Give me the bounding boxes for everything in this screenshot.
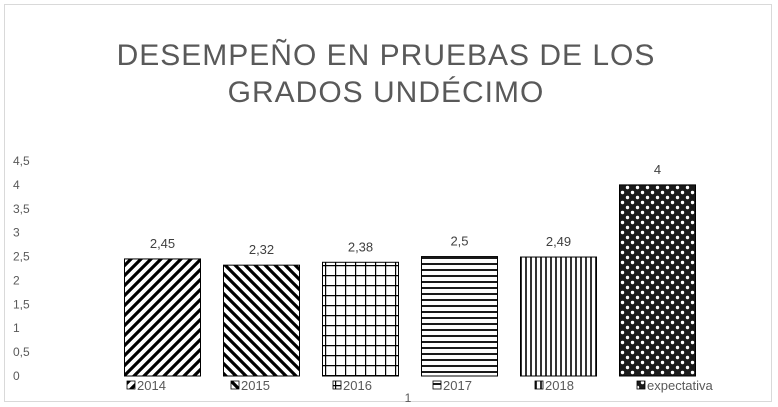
legend-swatch-2017: [433, 381, 441, 389]
legend-label-2017: 2017: [443, 378, 472, 393]
chart-svg: DESEMPEÑO EN PRUEBAS DE LOS GRADOS UNDÉC…: [5, 5, 773, 403]
chart-title-line-1: DESEMPEÑO EN PRUEBAS DE LOS: [117, 38, 656, 72]
bar-2018: [521, 257, 597, 376]
legend-label-2018: 2018: [545, 378, 574, 393]
y-tick-label: 2,5: [13, 250, 30, 264]
bars-group: [125, 185, 696, 376]
y-tick-label: 0: [13, 369, 20, 383]
data-label-expectativa: 4: [654, 162, 661, 177]
y-tick-label: 3: [13, 226, 20, 240]
y-tick-label: 3,5: [13, 202, 30, 216]
y-tick-label: 1,5: [13, 297, 30, 311]
legend-label-2016: 2016: [343, 378, 372, 393]
category-label: 1: [405, 391, 412, 403]
y-tick-label: 2: [13, 273, 20, 287]
data-labels-group: 2,45 2,32 2,38 2,5 2,49 4: [150, 162, 661, 257]
legend-swatch-2016: [333, 381, 341, 389]
legend-swatch-2014: [127, 381, 135, 389]
y-tick-label: 4,5: [13, 154, 30, 168]
bar-2016: [323, 262, 399, 376]
chart-title-line-2: GRADOS UNDÉCIMO: [228, 76, 545, 109]
legend-label-expectativa: expectativa: [647, 378, 714, 393]
bar-2014: [125, 259, 201, 376]
legend-swatch-2015: [231, 381, 239, 389]
y-tick-label: 0,5: [13, 345, 30, 359]
y-axis: 0 0,5 1 1,5 2 2,5 3 3,5 4 4,5: [13, 154, 30, 383]
bar-2017: [422, 257, 498, 376]
legend-label-2014: 2014: [137, 378, 166, 393]
data-label-2016: 2,38: [348, 239, 373, 254]
legend: 2014 2015 2016 2017 2018 expectativa: [127, 378, 714, 393]
y-tick-label: 1: [13, 321, 20, 335]
bar-2015: [224, 265, 300, 376]
y-tick-label: 4: [13, 178, 20, 192]
data-label-2018: 2,49: [546, 234, 571, 249]
chart-frame: DESEMPEÑO EN PRUEBAS DE LOS GRADOS UNDÉC…: [4, 4, 772, 402]
legend-swatch-2018: [535, 381, 543, 389]
legend-swatch-expectativa: [637, 381, 645, 389]
data-label-2014: 2,45: [150, 236, 175, 251]
legend-label-2015: 2015: [241, 378, 270, 393]
data-label-2017: 2,5: [450, 234, 468, 249]
data-label-2015: 2,32: [249, 242, 274, 257]
bar-expectativa: [620, 185, 696, 376]
